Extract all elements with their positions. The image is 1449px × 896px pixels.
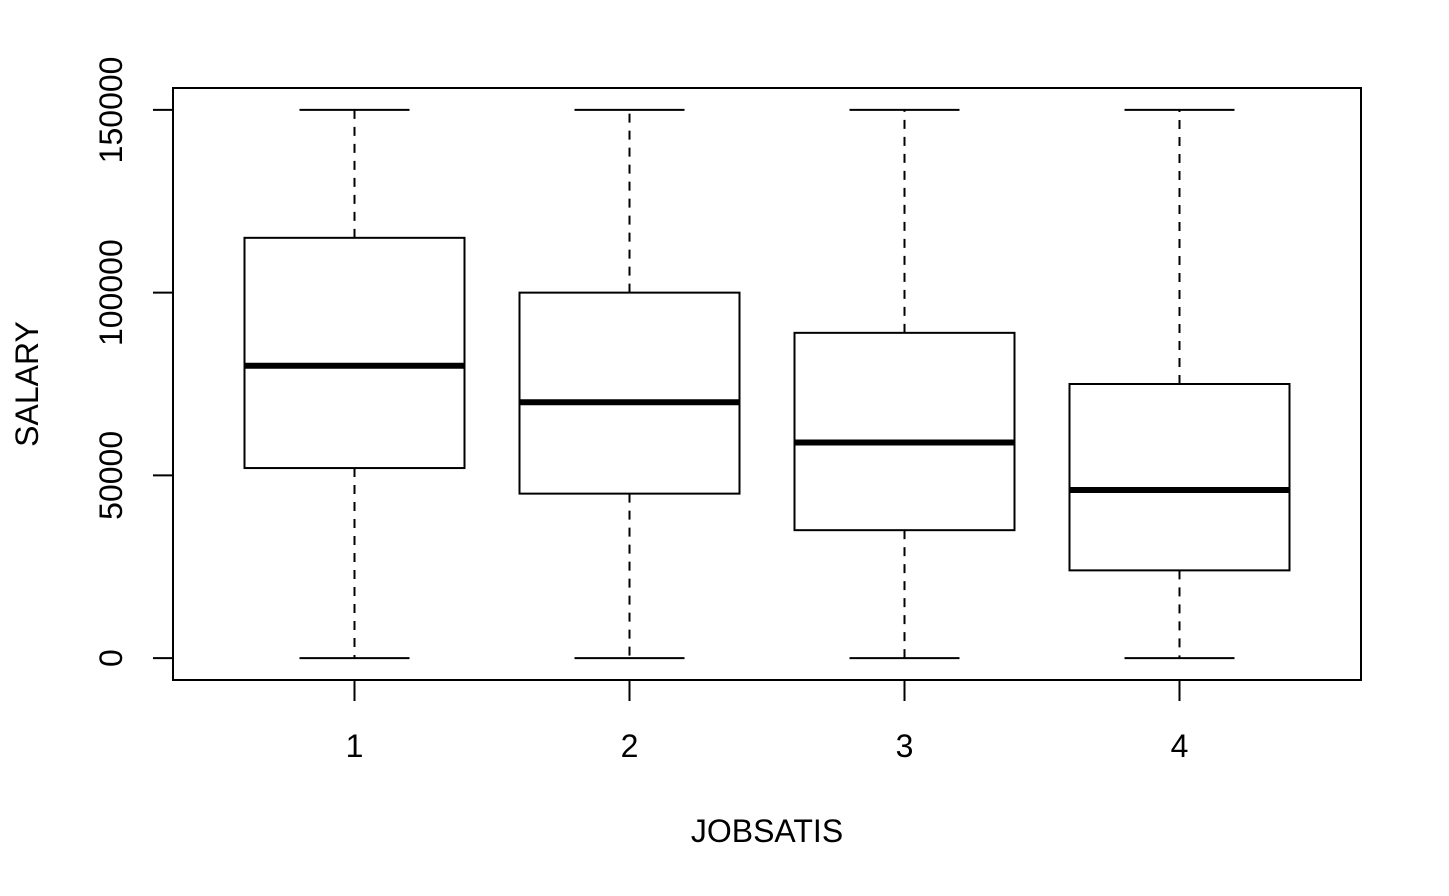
box-group-3 xyxy=(793,108,1016,660)
box-iqr xyxy=(793,331,1016,532)
x-axis: 1 2 3 4 xyxy=(346,679,1189,764)
y-axis-title: SALARY xyxy=(9,321,45,447)
x-axis-title: JOBSATIS xyxy=(691,813,843,849)
box-iqr xyxy=(518,291,741,495)
y-axis: 0 50000 100000 150000 xyxy=(93,57,174,667)
y-tick-label: 150000 xyxy=(93,57,129,164)
x-tick-label: 3 xyxy=(896,728,914,764)
box-group-4 xyxy=(1068,108,1291,660)
box-iqr xyxy=(1068,383,1291,572)
x-tick-label: 2 xyxy=(621,728,639,764)
box-iqr xyxy=(243,236,466,470)
boxes-layer xyxy=(243,108,1291,660)
x-tick-label: 1 xyxy=(346,728,364,764)
x-tick-label: 4 xyxy=(1171,728,1189,764)
box-group-2 xyxy=(518,108,741,660)
y-tick-label: 100000 xyxy=(93,239,129,346)
box-group-1 xyxy=(243,108,466,660)
y-tick-label: 50000 xyxy=(93,431,129,520)
y-tick-label: 0 xyxy=(93,649,129,667)
